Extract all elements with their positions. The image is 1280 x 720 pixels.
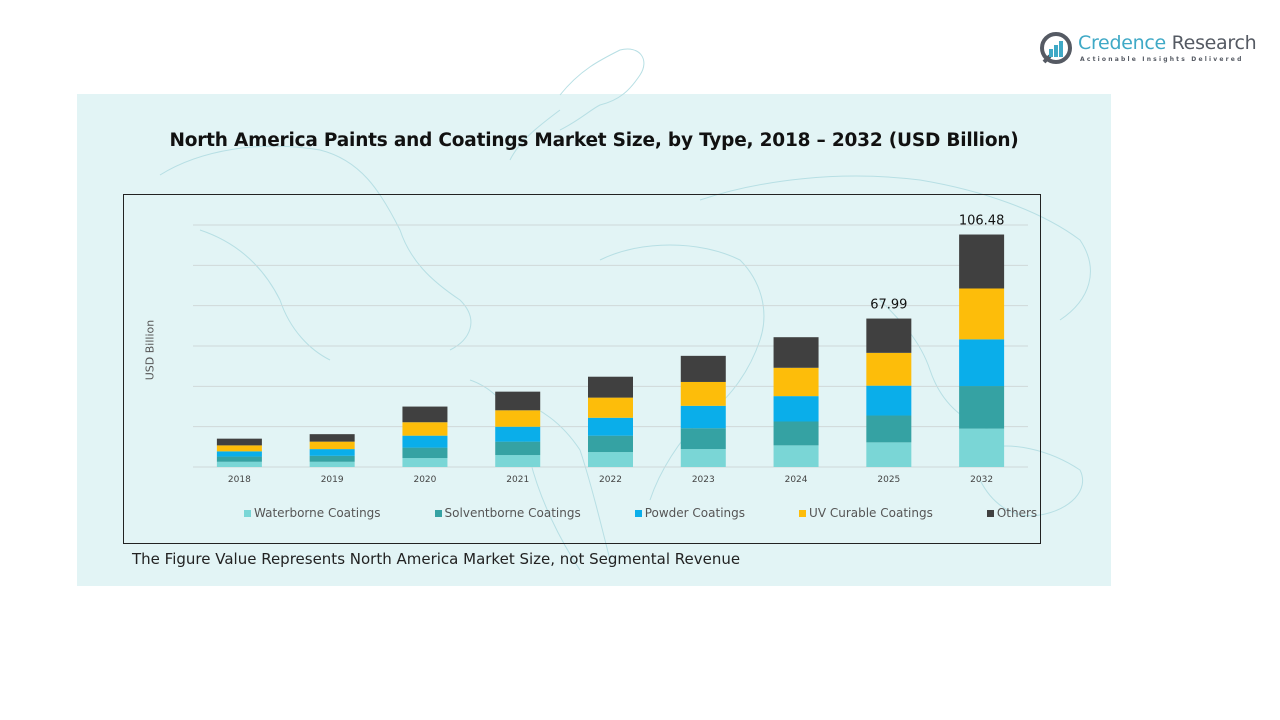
- bar-segment-waterborne-coatings-2032: [959, 428, 1005, 467]
- chart-legend: Waterborne Coatings Solventborne Coatings…: [244, 505, 1037, 521]
- bar-segment-uv-curable-coatings-2018: [216, 445, 262, 452]
- credence-research-logo: Credence Research Actionable Insights De…: [1040, 30, 1260, 70]
- logo-name-part2: Research: [1165, 32, 1257, 54]
- bar-segment-solventborne-coatings-2022: [588, 435, 633, 453]
- legend-item-solventborne-coatings: Solventborne Coatings: [434, 505, 581, 521]
- bar-segment-others-2019: [309, 434, 355, 442]
- logo-bar-chart-icon: [1040, 32, 1072, 64]
- legend-swatch: [244, 509, 251, 517]
- bar-segment-solventborne-coatings-2024: [773, 421, 819, 446]
- bar-segment-others-2025: [866, 318, 912, 353]
- bar-segment-solventborne-coatings-2019: [309, 455, 355, 462]
- logo-tagline: Actionable Insights Delivered: [1080, 56, 1244, 63]
- bar-segment-uv-curable-coatings-2023: [680, 381, 726, 406]
- x-tick-labels: 2018 2019 2020 2021 2022 2023 2024 2025 2032: [228, 475, 993, 485]
- bar-segment-others-2021: [495, 391, 541, 411]
- data-labels: 67.99 106.48: [870, 214, 1004, 313]
- bar-segment-waterborne-coatings-2023: [680, 449, 726, 467]
- bar-segment-powder-coatings-2023: [680, 405, 726, 429]
- x-tick-label: 2020: [413, 475, 436, 485]
- bar-segment-waterborne-coatings-2020: [402, 458, 448, 467]
- x-tick-label: 2024: [785, 475, 808, 485]
- bars: [216, 234, 1005, 467]
- legend-item-uv-curable-coatings: UV Curable Coatings: [799, 505, 933, 521]
- bar-segment-solventborne-coatings-2025: [866, 415, 912, 443]
- x-tick-label: 2018: [228, 475, 251, 485]
- bar-segment-uv-curable-coatings-2021: [495, 410, 541, 427]
- bar-segment-waterborne-coatings-2025: [866, 442, 912, 467]
- legend-label: Powder Coatings: [644, 506, 746, 520]
- legend-item-others: Others: [986, 505, 1038, 521]
- bar-segment-waterborne-coatings-2024: [773, 445, 819, 467]
- bar-segment-waterborne-coatings-2019: [309, 461, 355, 467]
- logo-name-part1: Credence: [1078, 32, 1166, 54]
- bar-segment-others-2024: [773, 337, 819, 368]
- bar-segment-solventborne-coatings-2021: [495, 441, 541, 456]
- legend-swatch: [799, 509, 807, 517]
- bar-segment-uv-curable-coatings-2025: [866, 352, 912, 386]
- x-tick-label: 2023: [692, 475, 715, 485]
- data-label-2025: 67.99: [870, 298, 907, 313]
- bar-segment-others-2020: [402, 406, 448, 423]
- bar-segment-solventborne-coatings-2023: [680, 428, 726, 450]
- bar-segment-solventborne-coatings-2018: [216, 456, 262, 462]
- bar-segment-powder-coatings-2018: [216, 451, 262, 457]
- bar-segment-uv-curable-coatings-2020: [402, 422, 448, 436]
- legend-item-powder-coatings: Powder Coatings: [634, 505, 746, 521]
- legend-swatch: [434, 509, 442, 517]
- x-tick-label: 2022: [599, 475, 622, 485]
- bar-segment-powder-coatings-2022: [588, 417, 633, 436]
- bar-segment-waterborne-coatings-2022: [588, 452, 633, 467]
- legend-label: Solventborne Coatings: [444, 506, 581, 520]
- bar-segment-others-2022: [588, 376, 633, 398]
- bar-segment-waterborne-coatings-2018: [216, 461, 262, 467]
- bar-segment-others-2023: [680, 355, 726, 382]
- footnote: The Figure Value Represents North Americ…: [132, 550, 741, 568]
- chart-title: North America Paints and Coatings Market…: [169, 130, 1019, 151]
- bar-segment-uv-curable-coatings-2022: [588, 397, 633, 418]
- bar-segment-uv-curable-coatings-2024: [773, 367, 819, 397]
- bar-segment-powder-coatings-2025: [866, 385, 912, 416]
- bar-segment-powder-coatings-2020: [402, 435, 448, 448]
- x-tick-label: 2032: [970, 475, 993, 485]
- data-label-2032: 106.48: [959, 214, 1005, 229]
- bar-segment-others-2032: [959, 234, 1005, 289]
- legend-swatch: [634, 509, 642, 517]
- legend-item-waterborne-coatings: Waterborne Coatings: [244, 505, 381, 521]
- bar-segment-powder-coatings-2032: [959, 339, 1005, 387]
- bar-segment-powder-coatings-2019: [309, 449, 355, 456]
- bar-segment-solventborne-coatings-2020: [402, 447, 448, 459]
- x-tick-label: 2025: [877, 475, 900, 485]
- legend-label: Others: [996, 506, 1038, 520]
- legend-label: Waterborne Coatings: [254, 506, 381, 520]
- legend-label: UV Curable Coatings: [809, 506, 933, 520]
- bar-segment-uv-curable-coatings-2019: [309, 441, 355, 450]
- x-tick-label: 2021: [506, 475, 529, 485]
- chart-frame: [123, 194, 1041, 544]
- bar-segment-powder-coatings-2024: [773, 396, 819, 422]
- logo-name: Credence Research: [1078, 32, 1257, 54]
- bar-segment-others-2018: [216, 438, 262, 446]
- x-tick-label: 2019: [321, 475, 344, 485]
- bar-segment-powder-coatings-2021: [495, 426, 541, 442]
- bar-segment-solventborne-coatings-2032: [959, 386, 1005, 429]
- legend-swatch: [986, 509, 994, 517]
- bar-segment-uv-curable-coatings-2032: [959, 288, 1005, 340]
- bar-segment-waterborne-coatings-2021: [495, 455, 541, 467]
